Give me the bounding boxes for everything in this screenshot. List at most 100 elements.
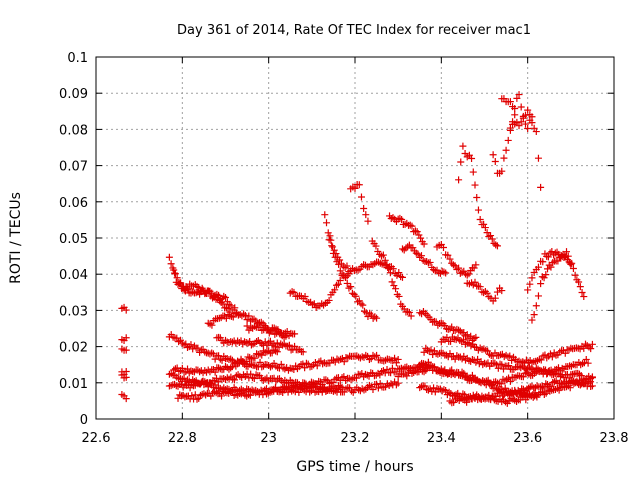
data-point xyxy=(486,380,494,388)
data-point xyxy=(473,193,481,201)
x-tick-label: 23 xyxy=(260,431,277,446)
data-point xyxy=(364,217,372,225)
data-point xyxy=(526,111,534,119)
data-point xyxy=(398,273,406,281)
data-point xyxy=(430,363,438,371)
data-point xyxy=(398,245,406,253)
data-point xyxy=(240,310,248,318)
data-point xyxy=(524,106,532,114)
data-points xyxy=(118,91,596,407)
data-point xyxy=(374,384,382,392)
data-point xyxy=(283,328,291,336)
data-point xyxy=(268,341,276,349)
data-point xyxy=(565,374,573,382)
y-tick-label: 0.01 xyxy=(59,377,88,392)
data-point xyxy=(242,358,250,366)
data-point xyxy=(487,232,495,240)
data-point xyxy=(357,300,365,308)
data-point xyxy=(327,236,335,244)
data-point xyxy=(415,231,423,239)
data-point xyxy=(217,314,225,322)
data-point xyxy=(170,266,178,274)
data-point xyxy=(188,392,196,400)
y-tick-label: 0.1 xyxy=(67,51,88,66)
data-point xyxy=(320,383,328,391)
data-point xyxy=(215,364,223,372)
x-tick-label: 23.6 xyxy=(513,431,542,446)
data-point xyxy=(318,388,326,396)
data-point xyxy=(376,380,384,388)
data-point xyxy=(506,124,514,132)
data-point xyxy=(549,259,557,267)
data-point xyxy=(449,369,457,377)
data-point xyxy=(290,366,298,374)
data-point xyxy=(506,98,514,106)
data-point xyxy=(348,289,356,297)
data-point xyxy=(218,392,226,400)
data-point xyxy=(336,276,344,284)
data-point xyxy=(390,282,398,290)
data-point xyxy=(522,120,530,128)
data-point xyxy=(554,257,562,265)
data-point xyxy=(421,382,429,390)
data-point xyxy=(481,287,489,295)
data-point xyxy=(258,340,266,348)
data-point xyxy=(342,274,350,282)
data-point xyxy=(408,222,416,230)
data-point xyxy=(369,385,377,393)
data-point xyxy=(270,346,278,354)
data-point xyxy=(406,221,414,229)
data-point xyxy=(273,339,281,347)
data-point xyxy=(566,384,574,392)
data-point xyxy=(228,338,236,346)
data-point xyxy=(506,352,514,360)
data-point xyxy=(299,348,307,356)
data-point xyxy=(465,270,473,278)
data-point xyxy=(383,260,391,268)
data-point xyxy=(198,377,206,385)
data-point xyxy=(417,234,425,242)
data-point xyxy=(181,393,189,401)
data-point xyxy=(547,263,555,271)
data-point xyxy=(373,351,381,359)
data-point xyxy=(226,312,234,320)
data-point xyxy=(355,181,363,189)
data-point xyxy=(532,302,540,310)
data-point xyxy=(501,384,509,392)
data-point xyxy=(395,292,403,300)
data-point xyxy=(550,378,558,386)
data-point xyxy=(568,259,576,267)
data-point xyxy=(412,249,420,257)
x-tick-labels: 22.6 22.8 23 23.2 23.4 23.6 23.8 xyxy=(82,431,629,446)
data-point xyxy=(417,383,425,391)
data-point xyxy=(332,250,340,258)
data-point xyxy=(316,384,324,392)
data-point xyxy=(272,343,280,351)
data-point xyxy=(372,242,380,250)
data-point xyxy=(540,384,548,392)
data-point xyxy=(360,205,368,213)
data-point xyxy=(530,311,538,319)
data-point xyxy=(493,384,501,392)
data-point xyxy=(232,362,240,370)
data-point xyxy=(309,384,317,392)
data-point xyxy=(524,124,532,132)
data-point xyxy=(277,360,285,368)
data-point xyxy=(285,341,293,349)
data-point xyxy=(205,287,213,295)
data-point xyxy=(122,373,130,381)
data-point xyxy=(468,371,476,379)
data-point xyxy=(122,346,130,354)
data-point xyxy=(493,288,501,296)
data-point xyxy=(192,289,200,297)
data-point xyxy=(457,158,465,166)
data-point xyxy=(165,253,173,261)
data-point xyxy=(542,271,550,279)
data-point xyxy=(491,158,499,166)
data-point xyxy=(526,280,534,288)
data-point xyxy=(565,346,573,354)
data-point xyxy=(398,215,406,223)
data-point xyxy=(385,265,393,273)
data-point xyxy=(417,252,425,260)
data-point xyxy=(331,286,339,294)
